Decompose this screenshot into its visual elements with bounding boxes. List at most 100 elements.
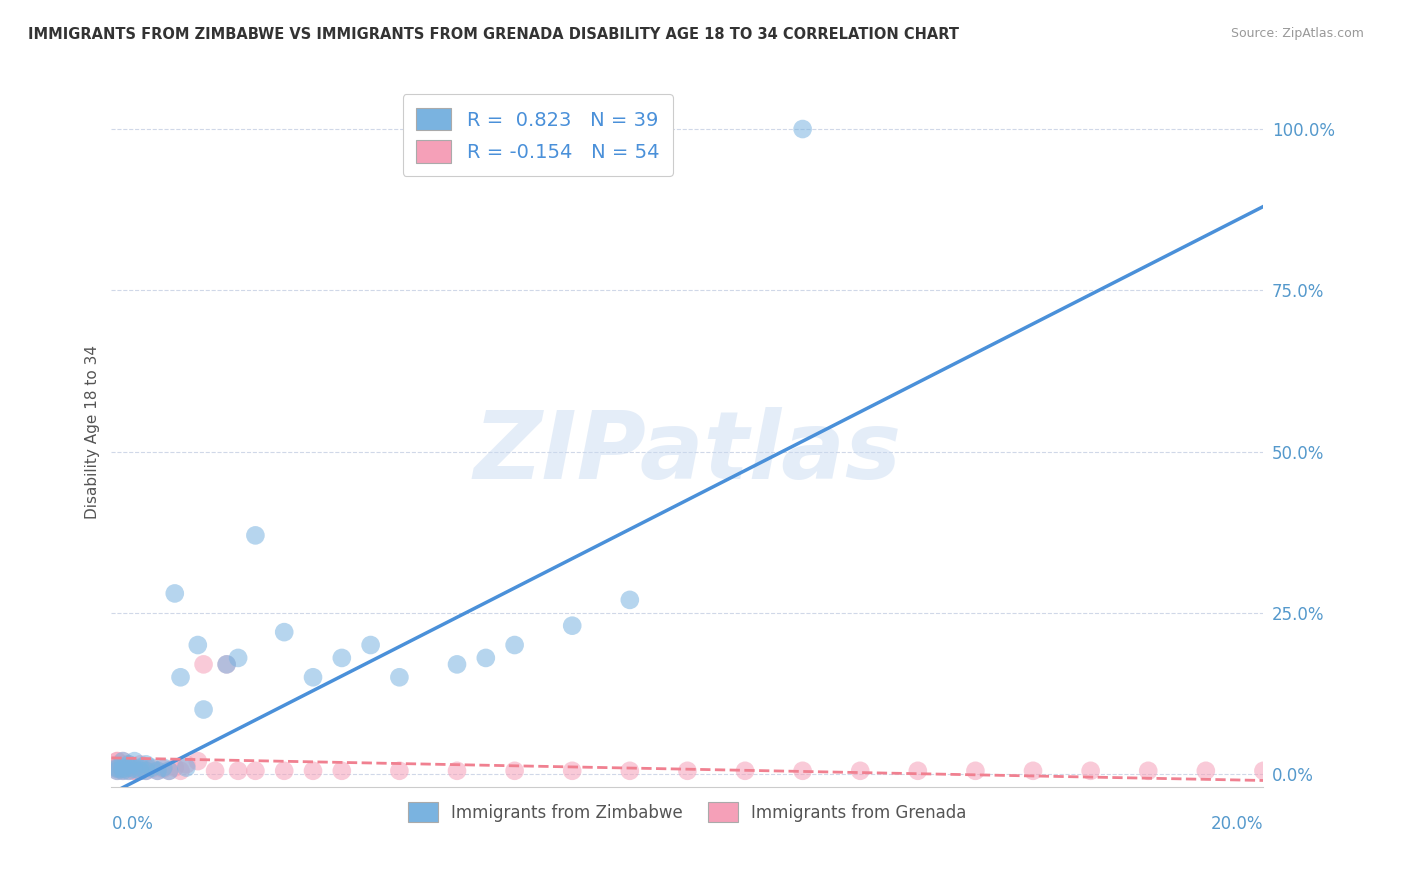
Point — [105, 754, 128, 768]
Point — [174, 761, 197, 775]
Point — [111, 764, 134, 778]
Point — [169, 764, 191, 778]
Point — [226, 764, 249, 778]
Point — [245, 528, 267, 542]
Point — [187, 638, 209, 652]
Point — [105, 761, 128, 775]
Point — [124, 762, 146, 776]
Point — [330, 764, 353, 778]
Point — [129, 761, 152, 775]
Point — [124, 764, 146, 778]
Text: ZIPatlas: ZIPatlas — [474, 408, 901, 500]
Point — [124, 764, 146, 778]
Point — [174, 757, 197, 772]
Point — [118, 761, 141, 775]
Point — [152, 761, 174, 775]
Point — [111, 762, 134, 776]
Point — [619, 593, 641, 607]
Point — [245, 764, 267, 778]
Legend: Immigrants from Zimbabwe, Immigrants from Grenada: Immigrants from Zimbabwe, Immigrants fro… — [401, 796, 973, 829]
Point — [118, 757, 141, 772]
Point — [111, 754, 134, 768]
Point — [111, 762, 134, 776]
Point — [105, 757, 128, 772]
Point — [1022, 764, 1045, 778]
Point — [135, 764, 157, 778]
Point — [111, 754, 134, 768]
Point — [118, 761, 141, 775]
Point — [129, 764, 152, 778]
Point — [907, 764, 929, 778]
Point — [135, 761, 157, 775]
Point — [105, 764, 128, 778]
Point — [129, 757, 152, 772]
Point — [157, 764, 180, 778]
Point — [734, 764, 756, 778]
Point — [503, 764, 526, 778]
Text: 0.0%: 0.0% — [111, 815, 153, 833]
Point — [965, 764, 987, 778]
Point — [146, 764, 169, 778]
Text: Source: ZipAtlas.com: Source: ZipAtlas.com — [1230, 27, 1364, 40]
Point — [135, 764, 157, 778]
Text: 20.0%: 20.0% — [1211, 815, 1264, 833]
Point — [1080, 764, 1102, 778]
Point — [163, 586, 186, 600]
Point — [1195, 764, 1218, 778]
Point — [446, 657, 468, 672]
Point — [111, 761, 134, 775]
Point — [105, 754, 128, 768]
Point — [388, 670, 411, 684]
Point — [124, 754, 146, 768]
Point — [215, 657, 238, 672]
Point — [1137, 764, 1160, 778]
Point — [157, 764, 180, 778]
Point — [204, 764, 226, 778]
Point — [111, 761, 134, 775]
Point — [849, 764, 872, 778]
Point — [118, 757, 141, 772]
Point — [163, 761, 186, 775]
Point — [111, 764, 134, 778]
Point — [193, 657, 215, 672]
Point — [187, 754, 209, 768]
Point — [169, 670, 191, 684]
Point — [561, 764, 583, 778]
Point — [118, 764, 141, 778]
Point — [141, 762, 163, 776]
Point — [273, 764, 295, 778]
Point — [105, 761, 128, 775]
Point — [475, 651, 498, 665]
Point — [1253, 764, 1275, 778]
Point — [446, 764, 468, 778]
Point — [302, 670, 325, 684]
Point — [135, 757, 157, 772]
Point — [152, 762, 174, 776]
Point — [226, 651, 249, 665]
Point — [111, 757, 134, 772]
Point — [302, 764, 325, 778]
Point — [360, 638, 382, 652]
Point — [105, 762, 128, 776]
Point — [141, 761, 163, 775]
Point — [388, 764, 411, 778]
Point — [118, 764, 141, 778]
Point — [619, 764, 641, 778]
Point — [146, 764, 169, 778]
Point — [215, 657, 238, 672]
Text: IMMIGRANTS FROM ZIMBABWE VS IMMIGRANTS FROM GRENADA DISABILITY AGE 18 TO 34 CORR: IMMIGRANTS FROM ZIMBABWE VS IMMIGRANTS F… — [28, 27, 959, 42]
Point — [124, 761, 146, 775]
Point — [273, 625, 295, 640]
Point — [118, 761, 141, 775]
Point — [792, 122, 814, 136]
Point — [105, 764, 128, 778]
Point — [503, 638, 526, 652]
Point — [792, 764, 814, 778]
Point — [330, 651, 353, 665]
Point — [676, 764, 699, 778]
Point — [129, 764, 152, 778]
Y-axis label: Disability Age 18 to 34: Disability Age 18 to 34 — [86, 345, 100, 519]
Point — [561, 618, 583, 632]
Point — [193, 702, 215, 716]
Point — [105, 762, 128, 776]
